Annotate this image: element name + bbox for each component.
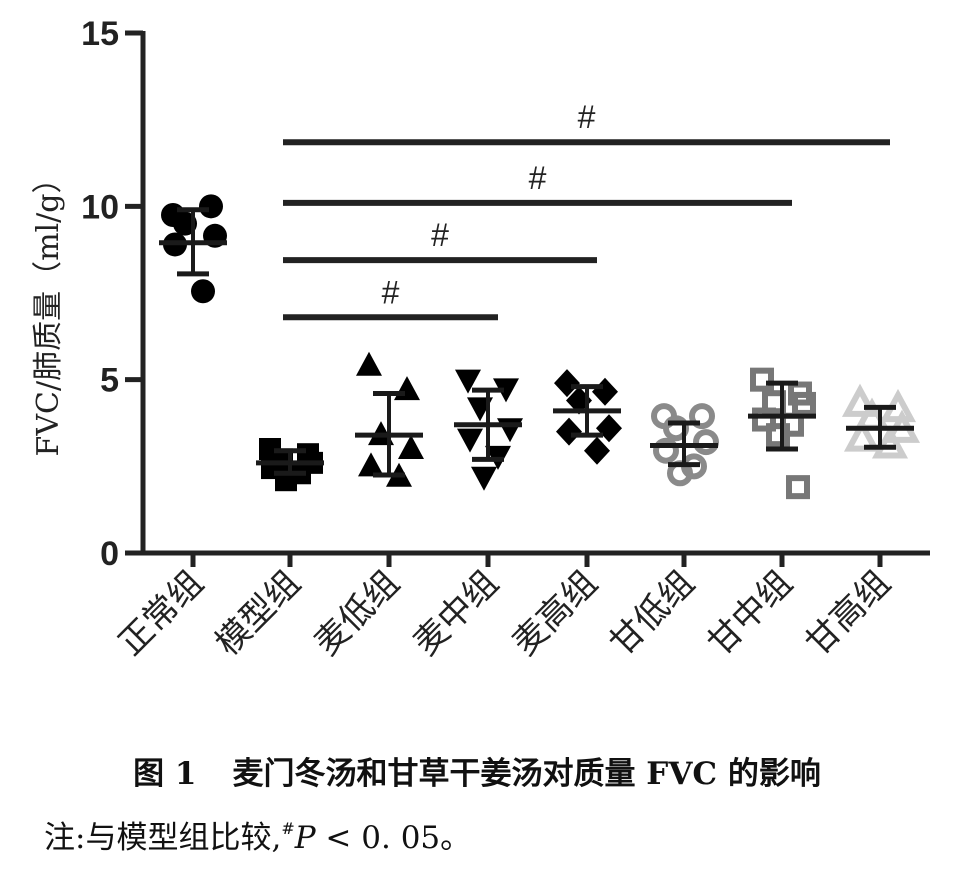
- group-3: [355, 351, 424, 487]
- data-point: [556, 417, 582, 446]
- group-2: [256, 438, 324, 492]
- data-point: [592, 377, 618, 406]
- significance-mark: #: [529, 160, 547, 196]
- data-point: [455, 369, 481, 394]
- y-axis-label: FVC/肺质量（ml/g）: [31, 164, 66, 457]
- group-8: [841, 383, 921, 459]
- data-point: [199, 194, 223, 219]
- data-point: [358, 452, 384, 477]
- data-point: [750, 367, 774, 392]
- data-point: [766, 423, 790, 448]
- data-point: [493, 378, 519, 403]
- data-point: [356, 351, 382, 376]
- data-point: [689, 403, 715, 430]
- data-point: [786, 475, 810, 500]
- data-point: [554, 369, 580, 398]
- data-point: [584, 436, 610, 465]
- group-1: [159, 194, 227, 304]
- significance-bars: # # # #: [283, 99, 890, 321]
- data-point: [596, 414, 622, 443]
- group-5: [553, 369, 622, 465]
- data-marks: [159, 194, 921, 500]
- note-mark: #: [281, 819, 295, 838]
- x-tick-label: 甘高组: [798, 563, 898, 663]
- x-tick-label: 麦高组: [505, 563, 605, 663]
- data-point: [653, 437, 679, 464]
- group-4: [454, 369, 523, 491]
- x-tick-label: 正常组: [111, 563, 211, 663]
- data-point: [398, 435, 424, 459]
- data-point: [871, 425, 909, 459]
- x-tick-label: 麦中组: [406, 563, 506, 663]
- data-point: [752, 407, 776, 432]
- data-point: [841, 383, 879, 417]
- data-point: [497, 418, 523, 443]
- significance-mark: #: [578, 99, 596, 135]
- group-6: [650, 403, 719, 487]
- significance-mark: #: [382, 274, 400, 310]
- note-prefix: 注:与模型组比较,: [44, 820, 282, 856]
- figure-caption-title: 图 1 麦门冬汤和甘草干姜汤对质量 FVC 的影响: [0, 748, 954, 793]
- figure-label: 图 1: [133, 756, 197, 792]
- x-tick-label: 模型组: [208, 563, 308, 663]
- y-tick-label: 0: [100, 535, 119, 573]
- x-tick-label: 麦低组: [307, 563, 407, 663]
- figure-caption-note: 注:与模型组比较,#P < 0. 05。: [44, 812, 471, 857]
- data-point: [191, 279, 215, 304]
- note-rest: < 0. 05。: [315, 820, 472, 856]
- note-p: P: [294, 820, 316, 856]
- group-7: [748, 367, 816, 500]
- data-point: [457, 428, 483, 453]
- axes: [125, 30, 930, 567]
- data-point: [471, 466, 497, 491]
- x-tick-label: 甘低组: [602, 563, 702, 663]
- y-tick-label: 15: [81, 15, 119, 53]
- data-point: [693, 429, 719, 456]
- significance-mark: #: [431, 217, 449, 253]
- y-tick-label: 10: [81, 188, 119, 226]
- data-point: [394, 376, 420, 401]
- figure-title: 麦门冬汤和甘草干姜汤对质量 FVC 的影响: [232, 756, 821, 792]
- x-tick-label: 甘中组: [700, 563, 800, 663]
- data-point: [843, 418, 881, 452]
- y-tick-label: 5: [100, 362, 119, 400]
